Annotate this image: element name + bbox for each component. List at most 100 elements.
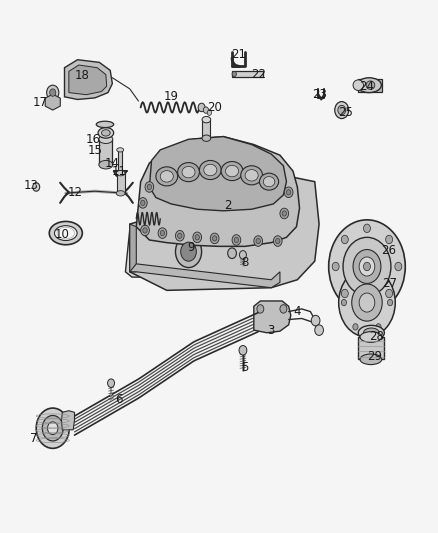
Circle shape [282, 211, 286, 216]
Circle shape [210, 233, 219, 244]
Circle shape [219, 251, 223, 256]
Text: 16: 16 [85, 133, 100, 146]
Circle shape [49, 89, 56, 96]
Ellipse shape [178, 163, 199, 182]
Circle shape [196, 251, 200, 256]
Circle shape [353, 249, 381, 284]
Circle shape [196, 232, 200, 237]
Circle shape [242, 251, 246, 256]
Circle shape [196, 269, 200, 274]
Circle shape [265, 251, 269, 256]
Circle shape [138, 269, 143, 274]
Circle shape [232, 235, 241, 245]
Circle shape [141, 225, 149, 236]
Circle shape [143, 228, 147, 233]
Text: 22: 22 [251, 68, 266, 81]
Text: 4: 4 [293, 305, 301, 318]
Ellipse shape [57, 227, 74, 239]
Text: 20: 20 [207, 101, 222, 114]
Circle shape [253, 251, 258, 256]
Circle shape [203, 107, 208, 114]
Circle shape [162, 251, 166, 256]
Circle shape [339, 268, 395, 337]
Circle shape [341, 289, 348, 298]
Circle shape [193, 232, 201, 243]
Circle shape [315, 325, 323, 335]
Polygon shape [125, 227, 280, 277]
Circle shape [395, 262, 402, 271]
Circle shape [364, 262, 371, 271]
Text: 8: 8 [241, 256, 249, 269]
Circle shape [184, 269, 189, 274]
Circle shape [239, 345, 247, 355]
Circle shape [147, 184, 152, 190]
Circle shape [42, 416, 63, 441]
Text: 6: 6 [115, 393, 123, 406]
Circle shape [265, 232, 269, 237]
Ellipse shape [199, 160, 221, 180]
Circle shape [150, 269, 154, 274]
Polygon shape [64, 60, 113, 100]
Text: 18: 18 [74, 69, 89, 82]
Circle shape [286, 190, 291, 195]
Circle shape [265, 269, 269, 274]
Ellipse shape [259, 173, 279, 190]
Circle shape [150, 260, 154, 265]
Circle shape [253, 232, 258, 237]
Circle shape [385, 235, 392, 244]
Ellipse shape [226, 165, 239, 177]
Ellipse shape [360, 332, 382, 342]
Ellipse shape [245, 169, 258, 181]
Text: 25: 25 [338, 106, 353, 119]
Circle shape [158, 228, 167, 238]
Circle shape [184, 232, 189, 237]
Ellipse shape [221, 161, 243, 181]
Circle shape [242, 232, 246, 237]
Text: 17: 17 [33, 95, 48, 109]
Circle shape [284, 187, 293, 198]
Ellipse shape [102, 130, 110, 136]
Circle shape [138, 241, 143, 247]
Text: 27: 27 [382, 277, 397, 290]
Circle shape [359, 293, 375, 312]
Circle shape [332, 262, 339, 271]
Circle shape [196, 260, 200, 265]
Circle shape [376, 275, 381, 281]
Circle shape [145, 182, 154, 192]
Circle shape [240, 251, 247, 259]
Circle shape [47, 422, 58, 434]
Circle shape [253, 241, 258, 247]
Circle shape [253, 269, 258, 274]
Circle shape [353, 275, 358, 281]
Circle shape [150, 241, 154, 247]
Polygon shape [130, 224, 136, 272]
Circle shape [184, 260, 189, 265]
Circle shape [162, 241, 166, 247]
Bar [99, 139, 113, 165]
Circle shape [280, 208, 289, 219]
Circle shape [273, 236, 282, 246]
Circle shape [162, 269, 166, 274]
Bar [358, 79, 382, 92]
Circle shape [150, 251, 154, 256]
Ellipse shape [117, 148, 124, 152]
Text: 28: 28 [369, 330, 384, 343]
Circle shape [341, 300, 346, 306]
Circle shape [173, 260, 177, 265]
Circle shape [341, 235, 348, 244]
Circle shape [176, 236, 201, 268]
Circle shape [184, 251, 189, 256]
Polygon shape [254, 301, 291, 333]
Ellipse shape [202, 135, 211, 141]
Circle shape [219, 260, 223, 265]
Circle shape [276, 238, 280, 244]
Polygon shape [45, 94, 60, 110]
Bar [232, 71, 262, 77]
Ellipse shape [116, 171, 125, 176]
Circle shape [207, 232, 212, 237]
Text: 19: 19 [164, 90, 179, 103]
Circle shape [257, 305, 264, 313]
Circle shape [212, 236, 217, 241]
Circle shape [173, 232, 177, 237]
Polygon shape [69, 65, 107, 95]
